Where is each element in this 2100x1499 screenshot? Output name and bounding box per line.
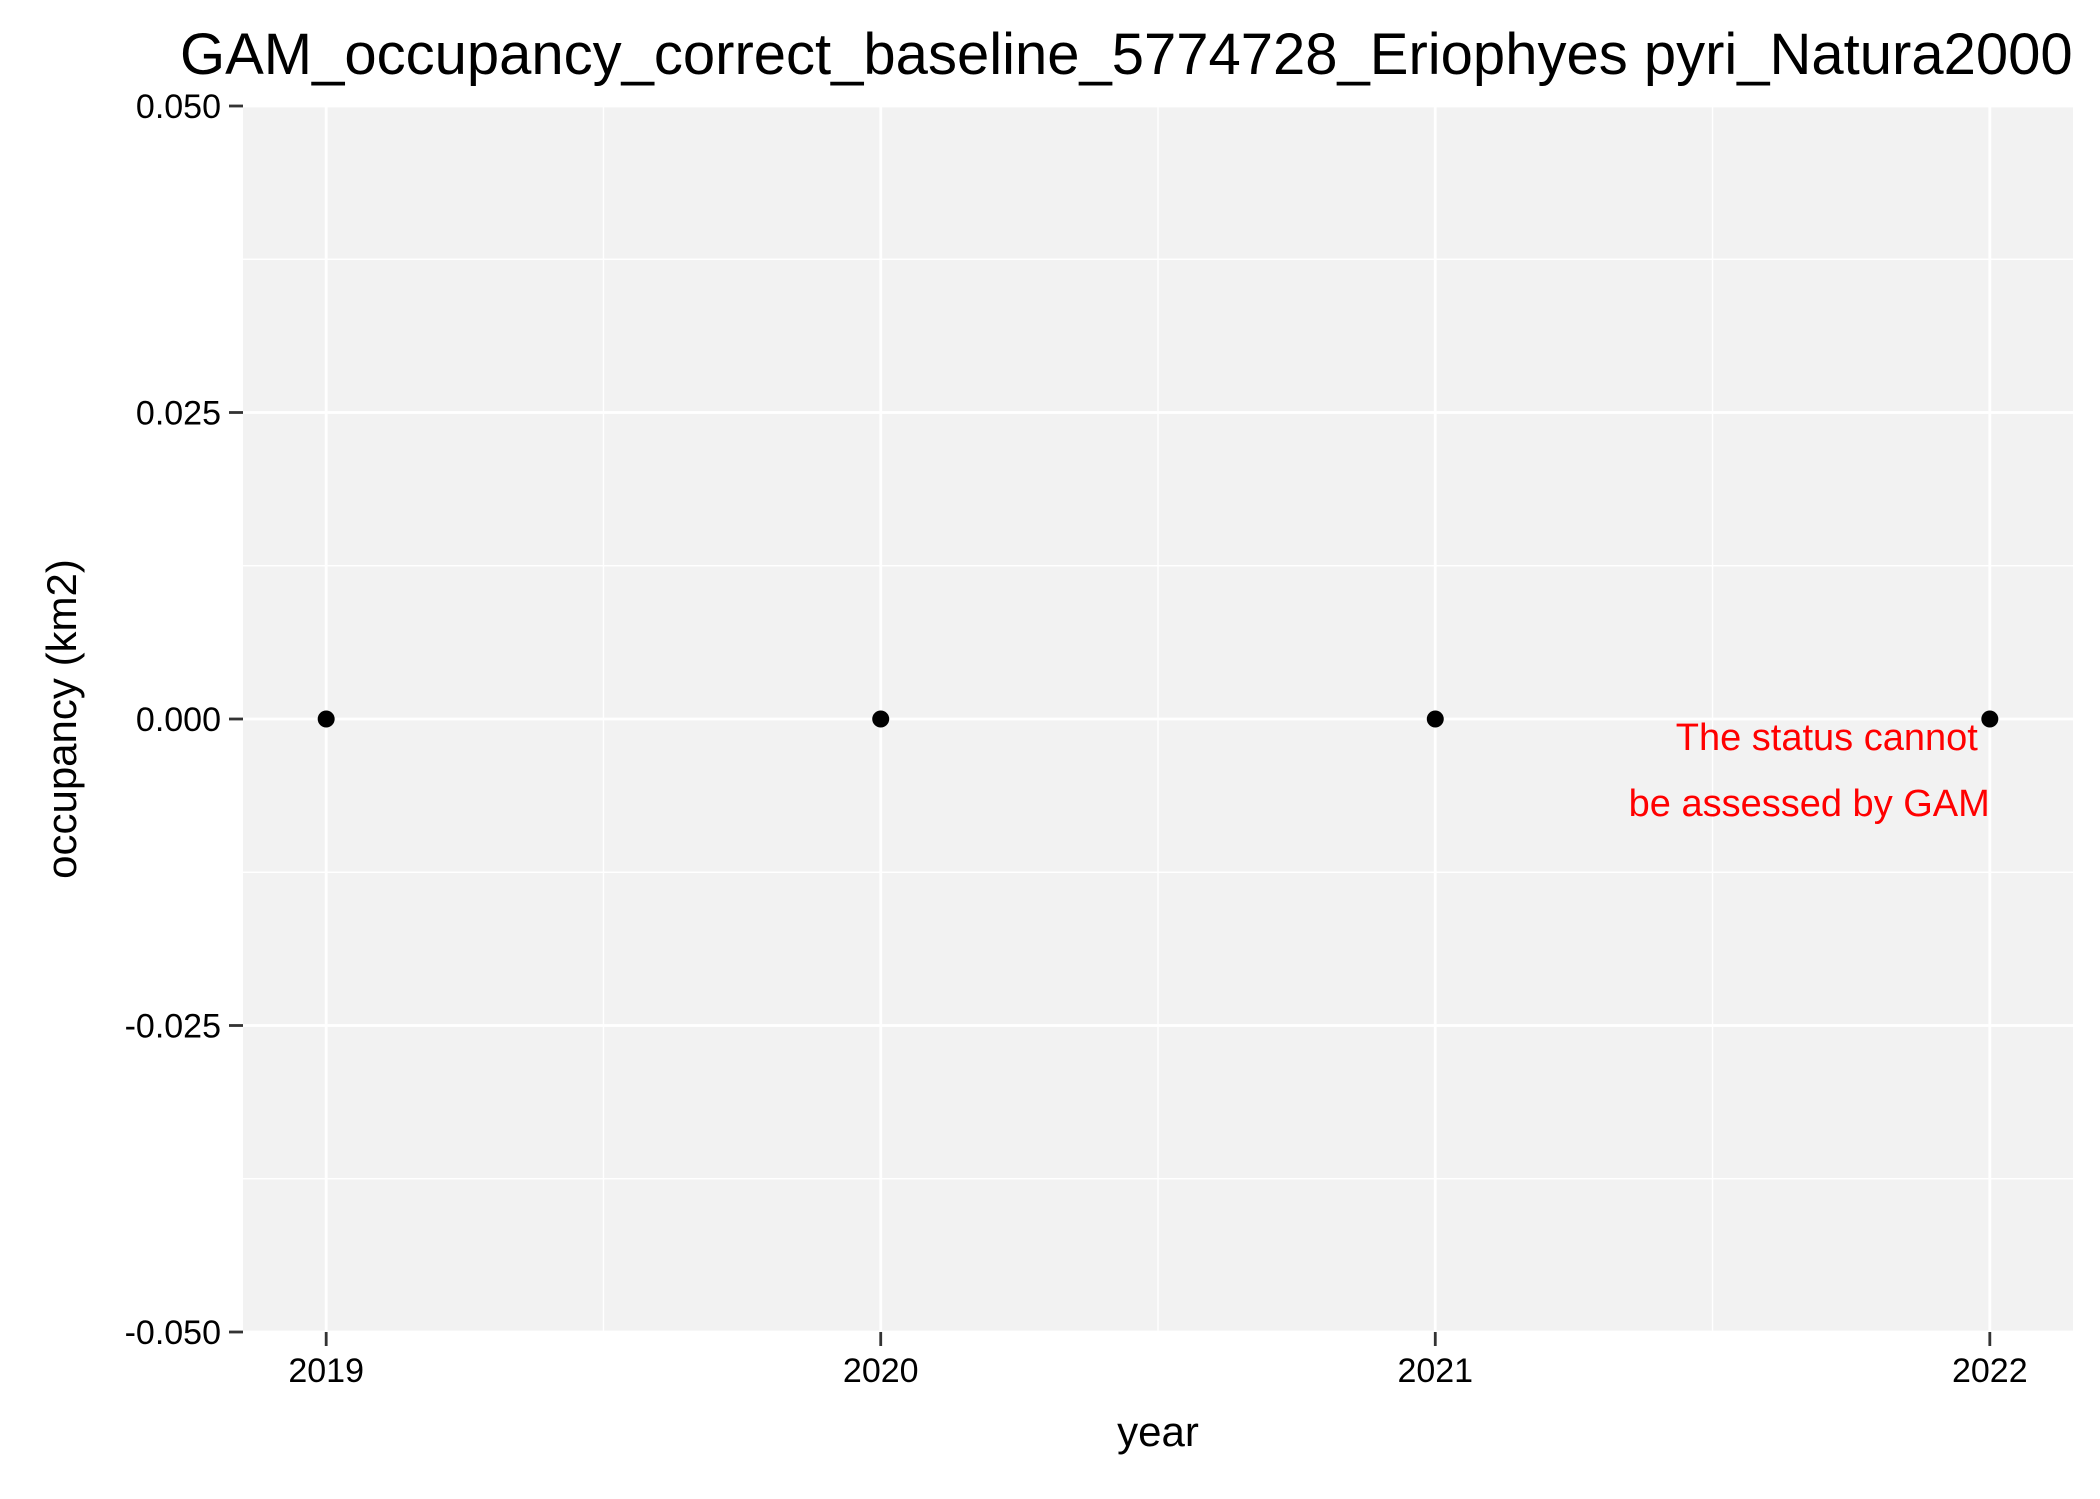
x-tick-label: 2022 bbox=[1952, 1352, 2028, 1390]
y-tick-label: -0.050 bbox=[125, 1314, 221, 1352]
annotation-line-2: be assessed by GAM bbox=[1629, 783, 1990, 825]
data-point bbox=[1426, 710, 1444, 728]
y-axis: 0.050 0.025 0.000 -0.025 -0.050 bbox=[125, 88, 243, 1352]
y-tick-label: 0.025 bbox=[136, 395, 221, 433]
annotation-line-1: The status cannot bbox=[1676, 717, 1979, 759]
y-tick-label: 0.050 bbox=[136, 88, 221, 126]
data-points bbox=[317, 710, 1999, 728]
x-tick-label: 2021 bbox=[1397, 1352, 1473, 1390]
x-axis: 2019 2020 2021 2022 bbox=[288, 1332, 2028, 1390]
x-tick-label: 2019 bbox=[288, 1352, 364, 1390]
annotation: The status cannot be assessed by GAM bbox=[1629, 717, 1990, 825]
y-tick-label: 0.000 bbox=[136, 701, 221, 739]
y-tick-label: -0.025 bbox=[125, 1008, 221, 1046]
x-axis-title: year bbox=[1117, 1408, 1199, 1455]
data-point bbox=[317, 710, 335, 728]
data-point bbox=[872, 710, 890, 728]
data-point bbox=[1981, 710, 1999, 728]
chart-title: GAM_occupancy_correct_baseline_5774728_E… bbox=[180, 22, 2073, 87]
y-axis-title: occupancy (km2) bbox=[38, 559, 85, 879]
x-tick-label: 2020 bbox=[843, 1352, 919, 1390]
